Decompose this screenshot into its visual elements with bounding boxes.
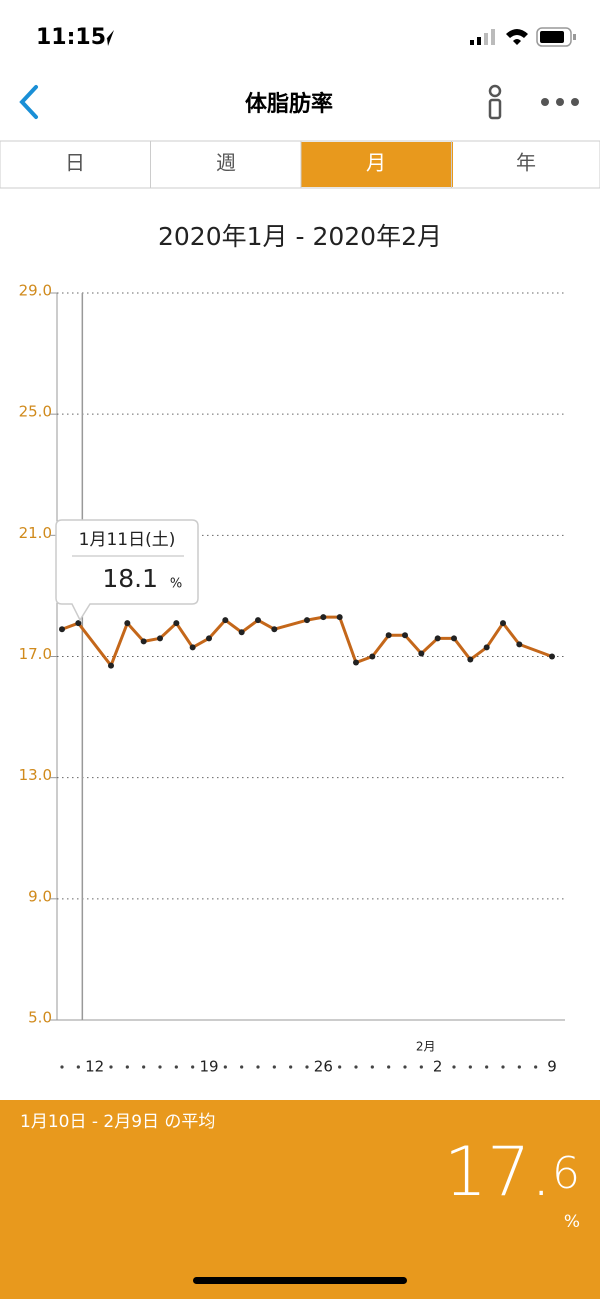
- status-time: 11:15: [36, 25, 106, 50]
- location-icon: [102, 30, 114, 46]
- data-point: [467, 656, 474, 663]
- data-point: [206, 635, 212, 642]
- x-day-dot: [305, 1065, 309, 1069]
- x-day-dot: [517, 1065, 521, 1069]
- x-day-dot: [419, 1065, 423, 1069]
- data-point: [238, 629, 245, 636]
- tab[interactable]: 年: [516, 151, 536, 175]
- average-unit: %: [564, 1212, 580, 1232]
- chart-title: 2020年1月 - 2020年2月: [158, 222, 442, 251]
- data-point: [75, 620, 82, 627]
- data-point: [124, 620, 131, 627]
- x-tick-label: 9: [547, 1058, 557, 1076]
- x-tick-label: 19: [199, 1058, 218, 1076]
- tooltip-box: [55, 519, 199, 622]
- tab-bar: [0, 140, 600, 189]
- x-day-dot: [223, 1065, 227, 1069]
- data-point: [108, 662, 114, 669]
- x-day-dot: [452, 1065, 456, 1069]
- data-point: [222, 617, 229, 624]
- x-month-label: 2月: [416, 1040, 436, 1054]
- data-point: [173, 620, 180, 627]
- x-day-dot: [125, 1065, 129, 1069]
- x-day-dot: [191, 1065, 195, 1069]
- x-day-dot: [142, 1065, 146, 1069]
- y-tick-label: 5.0: [28, 1009, 52, 1027]
- x-day-dot: [60, 1065, 64, 1069]
- data-point: [255, 617, 261, 624]
- x-day-dot: [256, 1065, 260, 1069]
- home-indicator: [193, 1277, 407, 1284]
- data-point: [549, 653, 555, 660]
- y-tick-label: 21.0: [19, 524, 52, 542]
- data-point: [483, 644, 490, 651]
- data-point: [140, 638, 147, 645]
- data-point: [59, 626, 65, 633]
- y-tick-label: 9.0: [28, 887, 52, 905]
- tab[interactable]: 日: [65, 151, 85, 175]
- average-label: 1月10日 - 2月9日 の平均: [20, 1112, 215, 1132]
- x-tick-label: 12: [85, 1058, 104, 1076]
- tooltip-unit: %: [170, 577, 182, 592]
- tab[interactable]: 週: [216, 151, 236, 175]
- x-day-dot: [289, 1065, 293, 1069]
- tooltip: 1月11日(土) 18.1%: [55, 519, 199, 622]
- more-button[interactable]: [541, 98, 579, 106]
- x-tick-label: 2: [433, 1058, 443, 1076]
- data-point: [516, 641, 523, 648]
- x-day-dot: [370, 1065, 374, 1069]
- x-day-dot: [354, 1065, 358, 1069]
- y-tick-label: 29.0: [19, 282, 52, 300]
- data-line: [61, 615, 553, 668]
- x-day-dot: [468, 1065, 472, 1069]
- x-day-dot: [76, 1065, 80, 1069]
- data-point: [402, 632, 408, 639]
- wifi-icon: [506, 29, 528, 45]
- battery-icon: [536, 27, 576, 47]
- data-point: [353, 659, 359, 666]
- tab-selected: [301, 142, 453, 187]
- data-point: [451, 635, 457, 642]
- y-tick-label: 17.0: [19, 645, 52, 663]
- data-point: [157, 635, 163, 642]
- x-day-dot: [272, 1065, 276, 1069]
- data-point: [385, 632, 392, 639]
- x-day-dot: [240, 1065, 244, 1069]
- x-day-dot: [158, 1065, 162, 1069]
- data-point: [434, 635, 441, 642]
- average-panel: [0, 1100, 600, 1299]
- y-tick-label: 25.0: [19, 403, 52, 421]
- x-tick-label: 26: [314, 1058, 333, 1076]
- x-day-dot: [534, 1065, 538, 1069]
- data-point: [500, 620, 506, 627]
- x-day-dot: [485, 1065, 489, 1069]
- data-point: [320, 614, 327, 621]
- data-point: [189, 644, 196, 651]
- x-day-dot: [174, 1065, 178, 1069]
- data-point: [336, 614, 343, 621]
- y-tick-label: 13.0: [19, 766, 52, 784]
- tab[interactable]: 月: [366, 151, 386, 175]
- nav-title: 体脂肪率: [245, 91, 333, 117]
- data-point: [369, 653, 376, 660]
- info-button[interactable]: [488, 84, 502, 120]
- x-day-dot: [387, 1065, 391, 1069]
- tooltip-date: 1月11日(土): [79, 530, 176, 550]
- tooltip-value: 18.1: [102, 564, 158, 593]
- signal-icon: [470, 29, 495, 45]
- data-point: [304, 617, 310, 624]
- data-point: [271, 626, 278, 633]
- x-day-dot: [403, 1065, 407, 1069]
- x-day-dot: [109, 1065, 113, 1069]
- back-button[interactable]: [19, 85, 38, 119]
- average-value: 17.6: [444, 1133, 580, 1212]
- x-day-dot: [501, 1065, 505, 1069]
- x-day-dot: [338, 1065, 342, 1069]
- data-point: [418, 650, 425, 657]
